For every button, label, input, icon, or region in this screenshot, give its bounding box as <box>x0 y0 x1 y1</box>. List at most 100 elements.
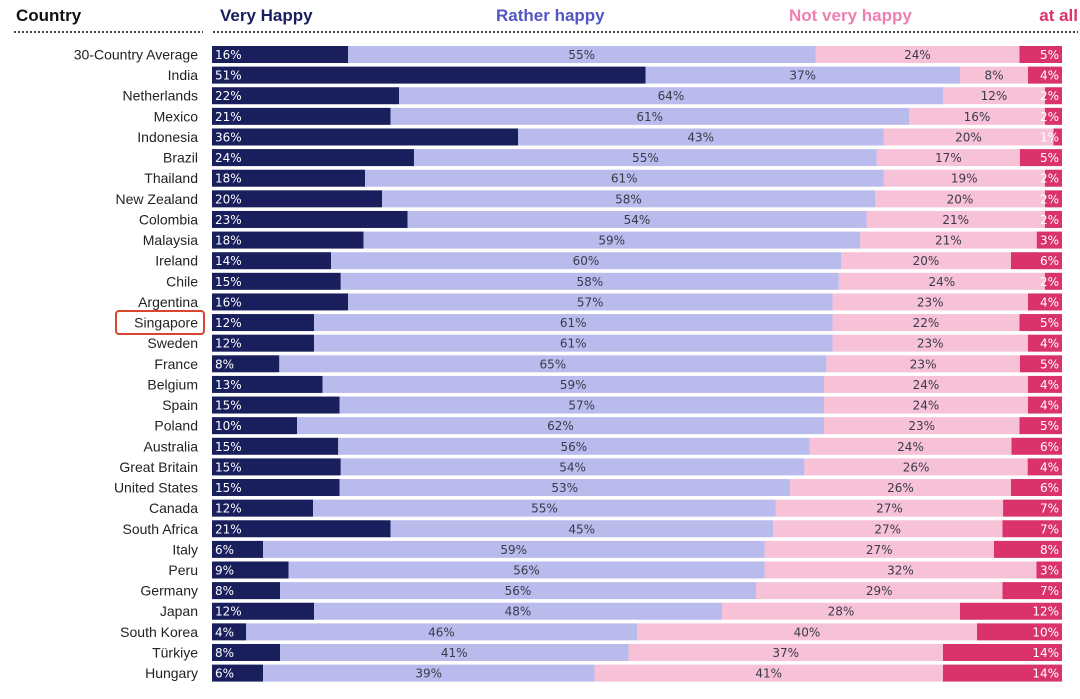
chart-row: Japan 12% 48% 28% 12% <box>160 602 1062 620</box>
data-label-not-at-all: 6% <box>1040 254 1059 268</box>
data-label-rather-happy: 61% <box>560 316 587 330</box>
data-label-very-happy: 12% <box>215 502 242 516</box>
bar-segment-not-very-happy <box>824 396 1028 414</box>
bar-segment-not-very-happy <box>883 128 1054 146</box>
data-label-very-happy: 51% <box>215 69 242 83</box>
bar-segment-not-at-all <box>1002 520 1062 538</box>
data-label-not-very-happy: 22% <box>913 316 940 330</box>
data-label-not-at-all: 6% <box>1040 440 1059 454</box>
bar-segment-very-happy <box>212 190 382 208</box>
bar-segment-very-happy <box>212 417 297 435</box>
data-label-rather-happy: 58% <box>576 275 603 289</box>
bar-segment-not-very-happy <box>866 210 1045 228</box>
bar-segment-not-very-happy <box>790 479 1011 497</box>
chart-row: Belgium 13% 59% 24% 4% <box>147 375 1062 393</box>
bar-segment-rather-happy <box>340 272 839 290</box>
data-label-rather-happy: 57% <box>568 399 595 413</box>
bar-segment-rather-happy <box>645 66 960 84</box>
data-label-not-very-happy: 8% <box>984 69 1003 83</box>
bar-segment-not-at-all <box>1011 252 1062 270</box>
data-label-very-happy: 15% <box>215 399 242 413</box>
bar-segment-not-at-all <box>1002 582 1062 600</box>
data-label-very-happy: 12% <box>215 605 242 619</box>
data-label-very-happy: 22% <box>215 89 242 103</box>
data-label-not-at-all: 4% <box>1040 69 1059 83</box>
bar-segment-very-happy <box>212 272 341 290</box>
bar-segment-not-at-all <box>1019 149 1062 167</box>
data-label-rather-happy: 48% <box>505 605 532 619</box>
bar-segment-not-very-happy <box>860 231 1037 249</box>
bar-segment-rather-happy <box>399 87 943 105</box>
bar-segment-not-at-all <box>1053 128 1062 146</box>
data-label-very-happy: 14% <box>215 254 242 268</box>
data-label-very-happy: 8% <box>215 584 234 598</box>
chart-row: Hungary 6% 39% 41% 14% <box>145 664 1062 682</box>
bar-segment-not-very-happy <box>773 520 1003 538</box>
chart-row: Malaysia 18% 59% 21% 3% <box>143 231 1062 249</box>
data-label-not-very-happy: 40% <box>794 625 821 639</box>
data-label-not-at-all: 5% <box>1040 357 1059 371</box>
country-label: Australia <box>144 438 199 454</box>
data-label-rather-happy: 37% <box>789 69 816 83</box>
bar-segment-not-very-happy <box>764 561 1037 579</box>
bar-segment-not-at-all <box>1019 46 1062 63</box>
bar-segment-rather-happy <box>348 293 833 311</box>
bar-segment-very-happy <box>212 540 263 558</box>
data-label-very-happy: 21% <box>215 522 242 536</box>
data-label-very-happy: 15% <box>215 440 242 454</box>
data-label-not-very-happy: 23% <box>908 419 935 433</box>
bar-segment-very-happy <box>212 169 365 187</box>
bar-segment-very-happy <box>212 437 339 455</box>
data-label-not-very-happy: 20% <box>947 192 974 206</box>
data-label-not-at-all: 2% <box>1040 172 1059 186</box>
data-label-rather-happy: 60% <box>573 254 600 268</box>
bar-segment-not-at-all <box>1011 479 1062 497</box>
bar-segment-rather-happy <box>280 643 629 661</box>
data-label-very-happy: 15% <box>215 481 242 495</box>
bar-segment-very-happy <box>212 231 364 249</box>
data-label-not-very-happy: 19% <box>951 172 978 186</box>
data-label-rather-happy: 53% <box>551 481 578 495</box>
chart-row: South Africa 21% 45% 27% 7% <box>123 520 1062 538</box>
data-label-not-very-happy: 41% <box>755 667 782 681</box>
data-label-rather-happy: 59% <box>598 234 625 248</box>
data-label-rather-happy: 46% <box>428 625 455 639</box>
chart-row: Peru 9% 56% 32% 3% <box>168 561 1062 579</box>
bar-segment-not-at-all <box>1036 561 1062 579</box>
data-label-not-very-happy: 37% <box>772 646 799 660</box>
data-label-not-at-all: 6% <box>1040 481 1059 495</box>
data-label-not-at-all: 5% <box>1040 316 1059 330</box>
data-label-very-happy: 10% <box>215 419 242 433</box>
country-label: Mexico <box>154 108 199 124</box>
data-label-very-happy: 24% <box>215 151 242 165</box>
data-label-very-happy: 8% <box>215 646 234 660</box>
bar-segment-rather-happy <box>288 561 765 579</box>
data-label-rather-happy: 54% <box>559 460 586 474</box>
bar-segment-very-happy <box>212 107 391 125</box>
data-label-rather-happy: 56% <box>513 564 540 578</box>
bar-segment-rather-happy <box>382 190 875 208</box>
data-label-not-at-all: 5% <box>1040 48 1059 62</box>
bar-segment-not-at-all <box>1019 355 1062 373</box>
bar-segment-rather-happy <box>518 128 884 146</box>
bar-segment-rather-happy <box>348 46 816 63</box>
data-label-not-at-all: 7% <box>1040 522 1059 536</box>
data-label-very-happy: 18% <box>215 172 242 186</box>
bar-segment-not-at-all <box>1028 375 1062 393</box>
bar-segment-not-very-happy <box>764 540 994 558</box>
bar-segment-very-happy <box>212 499 313 517</box>
data-label-very-happy: 21% <box>215 110 242 124</box>
country-label: Chile <box>166 273 198 289</box>
bar-segment-rather-happy <box>407 210 867 228</box>
chart-row: Ireland 14% 60% 20% 6% <box>155 252 1062 270</box>
data-label-not-very-happy: 21% <box>942 213 969 227</box>
data-label-not-very-happy: 12% <box>981 89 1008 103</box>
bar-segment-not-very-happy <box>909 107 1045 125</box>
country-label: Ireland <box>155 253 198 269</box>
country-label: South Africa <box>123 521 199 537</box>
bar-segment-not-at-all <box>943 643 1062 661</box>
country-label: Great Britain <box>119 459 198 475</box>
data-label-not-very-happy: 27% <box>876 502 903 516</box>
bar-segment-rather-happy <box>390 107 909 125</box>
bar-segment-not-at-all <box>1044 272 1062 290</box>
